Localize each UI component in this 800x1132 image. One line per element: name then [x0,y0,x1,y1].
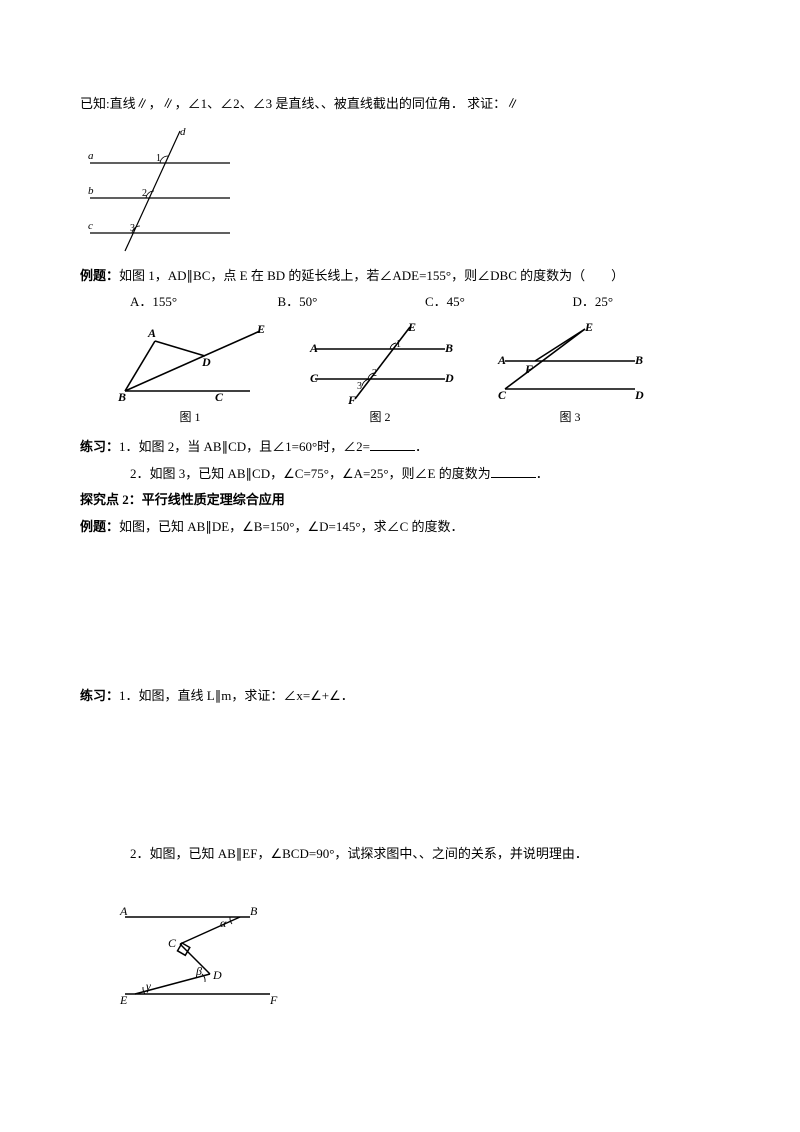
practice1-line2: 2．如图 3，已知 AB∥CD，∠C=75°，∠A=25°，则∠E 的度数为 ． [80,462,720,487]
spacer-3 [80,869,720,899]
practice1-text2: 2．如图 3，已知 AB∥CD，∠C=75°，∠A=25°，则∠E 的度数为 [130,466,491,481]
example1: 例题：如图 1，AD∥BC，点 E 在 BD 的延长线上，若∠ADE=155°，… [80,264,720,289]
n2: 2 [372,368,377,379]
choice-b: B．50° [278,290,426,315]
choice-d: D．25° [573,290,721,315]
example1-prefix: 例题： [80,268,119,283]
choice-a: A．155° [130,290,278,315]
label-d: d [180,126,186,138]
fb-D: D [212,968,222,982]
spacer-1 [80,542,720,682]
pt-F2: F [347,393,356,406]
fig1-caption: 图 1 [110,406,270,429]
practice2-line1: 练习：1．如图，直线 L∥m，求证：∠x=∠+∠． [80,684,720,709]
pt-A2: A [309,341,318,355]
example2-text: 如图，已知 AB∥DE，∠B=150°，∠D=145°，求∠C 的度数． [119,519,464,534]
practice1-suffix2: ． [536,466,549,481]
label-a: a [88,150,94,162]
pt-B: B [117,390,126,404]
pt-C2: C [310,371,319,385]
example1-text: 如图 1，AD∥BC，点 E 在 BD 的延长线上，若∠ADE=155°，则∠D… [119,268,624,283]
figure-1: A B C D E 图 1 [110,321,270,429]
blank-1 [370,438,415,451]
practice2-text1: 1．如图，直线 L∥m，求证：∠x=∠+∠． [119,688,354,703]
practice1-suffix1: ． [415,439,428,454]
fb-C: C [168,936,177,950]
pt-D3: D [634,388,644,402]
pt-C3: C [498,388,507,402]
given-statement: 已知:直线∥，∥，∠1、∠2、∠3 是直线、、被直线截出的同位角． 求证：∥ [80,92,720,117]
fb-gamma: γ [146,979,151,993]
practice1-line1: 练习：1．如图 2，当 AB∥CD，且∠1=60°时，∠2= ． [80,435,720,460]
fb-beta: β [195,964,202,978]
fb-alpha: α [220,916,227,930]
blank-2 [491,465,536,478]
pt-E3: E [584,321,593,334]
example2: 例题：如图，已知 AB∥DE，∠B=150°，∠D=145°，求∠C 的度数． [80,515,720,540]
figure-set: A B C D E 图 1 A B C [110,321,720,429]
figure-bottom: A B C D E F α β γ [110,899,720,1009]
pt-E: E [256,322,265,336]
pt-D2: D [444,371,454,385]
pt-A3: A [497,353,506,367]
fb-A: A [119,904,128,918]
fig2-caption: 图 2 [300,406,460,429]
example2-prefix: 例题： [80,519,119,534]
n3: 3 [357,381,362,392]
spacer-2 [80,710,720,840]
pt-B3: B [634,353,643,367]
choice-c: C．45° [425,290,573,315]
fb-E: E [119,993,128,1007]
practice1-text1: 1．如图 2，当 AB∥CD，且∠1=60°时，∠2= [119,439,370,454]
explore-point-2: 探究点 2：平行线性质定理综合应用 [80,488,720,513]
fb-B: B [250,904,258,918]
figure-3: A B C D E F 图 3 [490,321,650,429]
example1-choices: A．155° B．50° C．45° D．25° [80,290,720,315]
pt-E2: E [407,321,416,334]
pt-A: A [147,326,156,340]
pt-C: C [215,390,224,404]
n1: 1 [396,339,401,350]
practice1-prefix: 练习： [80,439,119,454]
fig3-caption: 图 3 [490,406,650,429]
practice2-line2: 2．如图，已知 AB∥EF，∠BCD=90°，试探求图中、、之间的关系，并说明理… [80,842,720,867]
label-c: c [88,220,93,232]
figure-2: A B C D E F 1 2 3 图 2 [300,321,460,429]
practice2-prefix: 练习： [80,688,119,703]
fb-F: F [269,993,278,1007]
practice2-text2: 2．如图，已知 AB∥EF，∠BCD=90°，试探求图中、、之间的关系，并说明理… [130,846,588,861]
pt-F3: F [524,362,533,376]
label-b: b [88,185,94,197]
figure-abcd: a b c d 1 2 3 [80,123,720,258]
pt-D: D [201,355,211,369]
pt-B2: B [444,341,453,355]
